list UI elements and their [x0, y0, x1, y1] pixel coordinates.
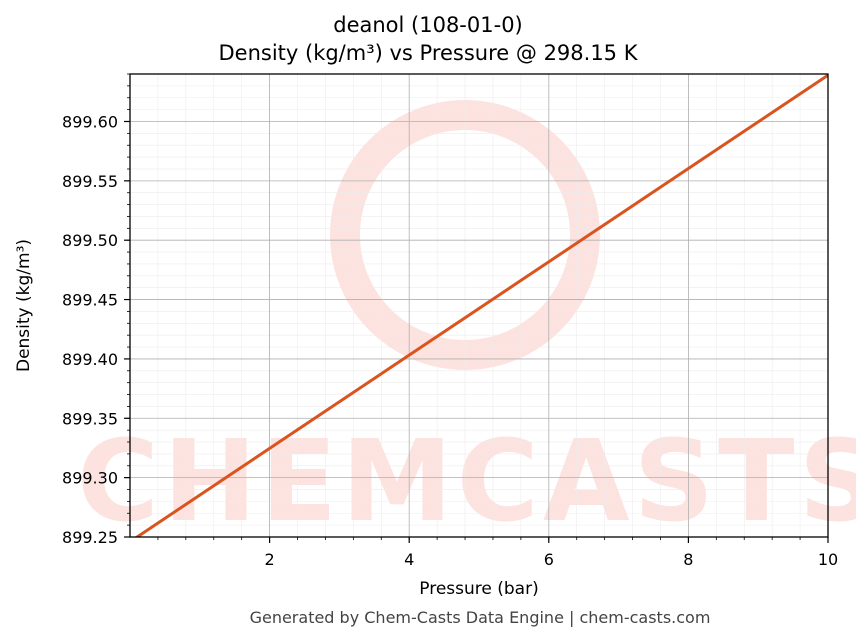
footer-credit: Generated by Chem-Casts Data Engine | ch… [249, 608, 711, 627]
y-tick-label: 899.50 [62, 231, 118, 250]
chart-subtitle: Density (kg/m³) vs Pressure @ 298.15 K [218, 41, 638, 65]
x-axis-label: Pressure (bar) [419, 579, 538, 599]
y-axis-label: Density (kg/m³) [14, 239, 34, 372]
series-layer [134, 74, 828, 537]
chemcasts-watermark: CHEMCASTS [77, 100, 856, 547]
y-tick-label: 899.30 [62, 469, 118, 488]
x-tick-label: 8 [683, 550, 693, 569]
y-tick-label: 899.40 [62, 350, 118, 369]
y-tick-label: 899.45 [62, 291, 118, 310]
chart-title: deanol (108-01-0) [333, 13, 523, 37]
y-tick-label: 899.60 [62, 112, 118, 131]
x-tick-label: 2 [265, 550, 275, 569]
x-tick-label: 4 [404, 550, 414, 569]
series-line-0 [134, 74, 828, 537]
axis-ticks: 2 4 6 8 10 899.25 899.30 899.35 899.40 899.45 899.… [62, 73, 838, 569]
y-tick-label: 899.35 [62, 409, 118, 428]
y-tick-label: 899.25 [62, 528, 118, 547]
plot-frame [129, 73, 829, 538]
y-tick-label: 899.55 [62, 172, 118, 191]
x-tick-label: 10 [818, 550, 838, 569]
watermark-text: CHEMCASTS [77, 417, 856, 547]
x-tick-label: 6 [544, 550, 554, 569]
